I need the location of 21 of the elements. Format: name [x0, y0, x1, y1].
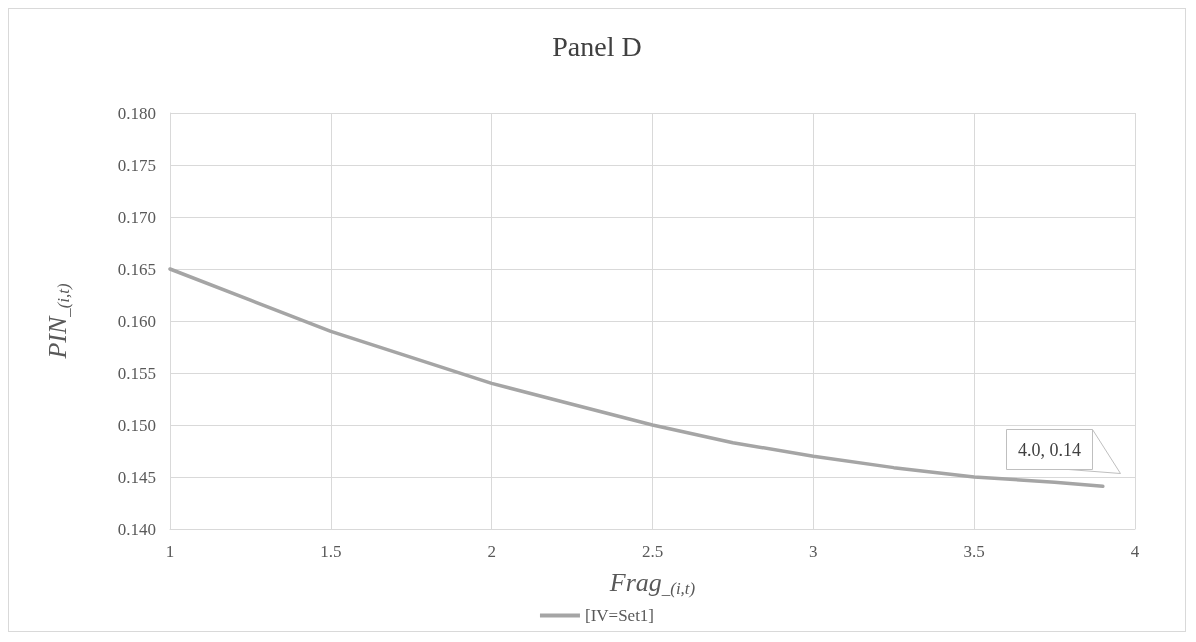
x-tick-label: 3.5 [963, 542, 985, 561]
y-tick-label: 0.160 [117, 311, 156, 331]
x-tick-label: 2.5 [641, 542, 664, 561]
annotation: 4.0, 0.14 [1018, 439, 1081, 460]
x-tick-label: 2 [487, 542, 496, 561]
x-tick-label: 1 [165, 542, 175, 561]
legend-label: [IV=Set1] [584, 606, 655, 625]
y-tick-label: 0.155 [117, 363, 156, 383]
y-tick-label: 0.150 [117, 415, 156, 435]
x-tick-label: 3 [809, 542, 818, 561]
y-tick-label: 0.140 [117, 519, 156, 539]
y-axis-title: PIN_(i,t) [42, 283, 73, 360]
y-tick-label: 0.145 [117, 467, 156, 487]
x-tick-label: 1.5 [320, 542, 342, 561]
chart-title: Panel D [552, 30, 642, 62]
x-tick-label: 4 [1130, 542, 1140, 561]
y-tick-label: 0.175 [117, 155, 156, 175]
y-tick-label: 0.165 [117, 259, 156, 279]
y-tick-label: 0.180 [117, 103, 156, 123]
y-tick-label: 0.170 [117, 207, 156, 227]
line-series [168, 267, 1105, 489]
